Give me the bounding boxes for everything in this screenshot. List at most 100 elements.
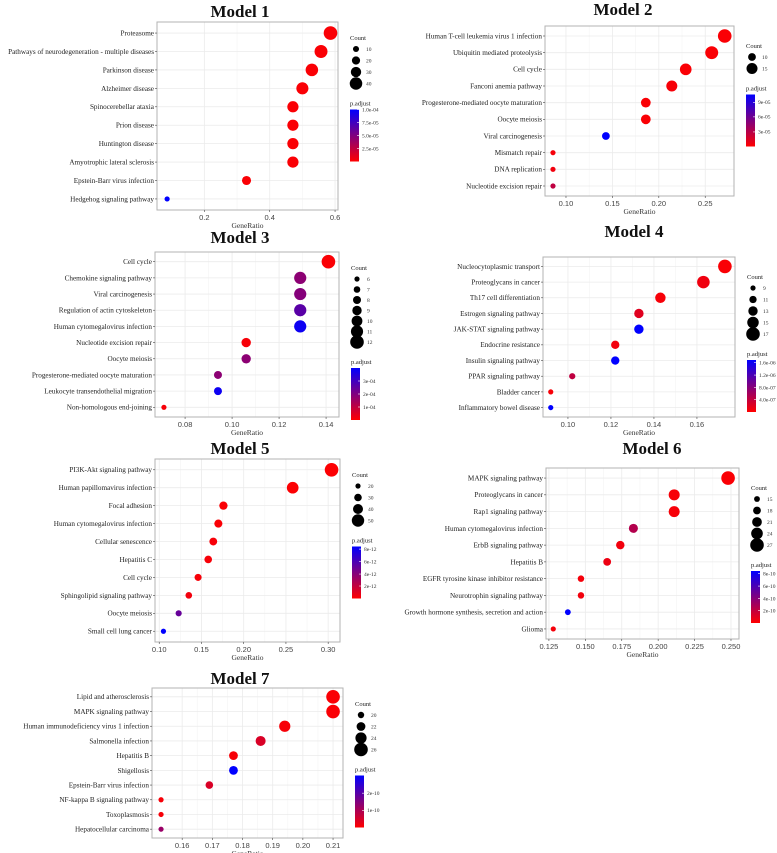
size-legend-label: 17 bbox=[763, 332, 769, 338]
data-point bbox=[175, 610, 182, 617]
y-tick-label: Proteasome bbox=[120, 29, 154, 37]
y-tick-label: Huntington disease bbox=[99, 140, 154, 148]
colorbar-label: 8.0e-07 bbox=[759, 385, 776, 391]
data-point bbox=[287, 101, 299, 113]
y-tick-label: PI3K-Akt signaling pathway bbox=[69, 466, 152, 474]
x-tick-label: 0.21 bbox=[326, 841, 341, 850]
size-legend-label: 24 bbox=[371, 736, 377, 742]
y-tick-label: Estrogen signaling pathway bbox=[460, 310, 540, 318]
x-tick-label: 0.4 bbox=[264, 213, 274, 222]
y-tick-label: Endocrine resistance bbox=[480, 341, 540, 349]
data-point bbox=[294, 304, 307, 317]
plot-border bbox=[154, 458, 341, 643]
size-legend-label: 9 bbox=[367, 309, 370, 315]
size-legend-dot bbox=[354, 276, 360, 282]
x-tick-label: 0.150 bbox=[576, 642, 595, 651]
data-point bbox=[548, 404, 554, 411]
size-legend-dot bbox=[353, 296, 361, 304]
y-tick-label: Glioma bbox=[521, 625, 543, 633]
x-tick-label: 0.10 bbox=[225, 420, 240, 429]
x-tick-label: 0.30 bbox=[321, 645, 336, 654]
y-tick-label: Hepatocellular carcinoma bbox=[75, 826, 150, 834]
size-legend-dot bbox=[749, 295, 757, 304]
size-legend-label: 12 bbox=[367, 340, 373, 346]
y-tick-label: JAK-STAT signaling pathway bbox=[454, 326, 541, 334]
size-legend-title: Count bbox=[350, 35, 366, 42]
data-point bbox=[577, 575, 585, 582]
size-legend-dot bbox=[351, 514, 365, 527]
size-legend-dot bbox=[748, 306, 758, 316]
data-point bbox=[160, 628, 167, 634]
colorbar-label: 1e-10 bbox=[367, 808, 380, 814]
y-tick-label: Pathways of neurodegeneration - multiple… bbox=[8, 48, 154, 56]
x-tick-label: 0.15 bbox=[194, 645, 209, 654]
data-point bbox=[705, 46, 719, 60]
size-legend-dot bbox=[747, 316, 759, 329]
size-legend-dot bbox=[750, 285, 756, 291]
data-point bbox=[611, 356, 620, 365]
y-tick-label: Prion disease bbox=[116, 122, 154, 130]
x-axis-title: GeneRatio bbox=[623, 207, 655, 216]
y-tick-label: Nucleotide excision repair bbox=[466, 182, 542, 190]
size-legend-label: 8 bbox=[367, 298, 370, 304]
colorbar-label: 9e-05 bbox=[758, 100, 771, 106]
size-legend-dot bbox=[355, 732, 367, 744]
size-legend-label: 10 bbox=[762, 55, 768, 61]
size-legend-dot bbox=[353, 504, 363, 514]
plot-border bbox=[156, 21, 339, 211]
plot-background bbox=[155, 252, 339, 417]
colorbar-label: 3e-04 bbox=[363, 379, 376, 385]
size-legend-label: 13 bbox=[763, 309, 769, 315]
colorbar bbox=[350, 109, 359, 162]
size-legend-dot bbox=[754, 496, 760, 502]
data-point bbox=[229, 751, 238, 761]
x-tick-label: 0.25 bbox=[698, 199, 713, 208]
size-legend-dot bbox=[352, 45, 360, 53]
size-legend-dot bbox=[356, 722, 366, 731]
data-point bbox=[628, 523, 638, 533]
data-point bbox=[287, 119, 299, 131]
data-point bbox=[294, 271, 307, 284]
y-tick-label: Human cytomegalovirus infection bbox=[54, 520, 153, 528]
data-point bbox=[668, 489, 680, 501]
size-legend-title: Count bbox=[747, 274, 763, 281]
data-point bbox=[158, 797, 164, 803]
size-legend-title: Count bbox=[355, 701, 371, 708]
colorbar-label: 2e-12 bbox=[364, 584, 377, 590]
data-point bbox=[294, 320, 307, 333]
data-point bbox=[296, 82, 309, 95]
y-tick-label: Nucleotide excision repair bbox=[76, 339, 152, 347]
x-tick-label: 0.125 bbox=[540, 642, 559, 651]
size-legend-dot bbox=[350, 335, 364, 349]
y-tick-label: DNA replication bbox=[494, 166, 542, 174]
data-point bbox=[294, 287, 307, 301]
x-tick-label: 0.12 bbox=[604, 420, 619, 429]
colorbar-label: 7.5e-05 bbox=[362, 120, 379, 126]
panel-title: Model 1 bbox=[210, 2, 269, 21]
y-tick-label: Cellular senescence bbox=[95, 538, 152, 546]
data-point bbox=[287, 156, 299, 168]
panel-model-1: Model 1 0.2 0.4 0.6 GeneRatio Proteasome Pathw… bbox=[8, 2, 379, 230]
colorbar bbox=[747, 360, 756, 412]
color-legend-title: p.adjust bbox=[747, 351, 768, 358]
x-axis-title: GeneRatio bbox=[231, 849, 263, 853]
x-tick-label: 0.17 bbox=[205, 841, 220, 850]
colorbar-label: 4.0e-07 bbox=[759, 397, 776, 403]
plot-background bbox=[155, 459, 340, 642]
x-tick-label: 0.200 bbox=[649, 642, 668, 651]
colorbar-label: 3e-05 bbox=[758, 130, 771, 136]
y-tick-label: Viral carcinogenesis bbox=[484, 132, 543, 140]
size-legend-label: 15 bbox=[763, 321, 769, 327]
x-tick-label: 0.10 bbox=[152, 645, 167, 654]
size-legend-label: 24 bbox=[767, 532, 773, 538]
size-legend-label: 40 bbox=[368, 507, 374, 513]
colorbar-label: 2e-10 bbox=[367, 791, 380, 797]
size-legend-label: 40 bbox=[366, 82, 372, 88]
colorbar-label: 1.0e-04 bbox=[362, 107, 379, 113]
data-point bbox=[564, 609, 571, 616]
size-legend-label: 20 bbox=[368, 484, 374, 490]
y-tick-label: Rap1 signaling pathway bbox=[474, 508, 544, 516]
size-legend-dot bbox=[353, 286, 361, 293]
y-tick-label: Human papillomavirus infection bbox=[59, 484, 153, 492]
y-tick-label: Epstein-Barr virus infection bbox=[69, 781, 150, 789]
